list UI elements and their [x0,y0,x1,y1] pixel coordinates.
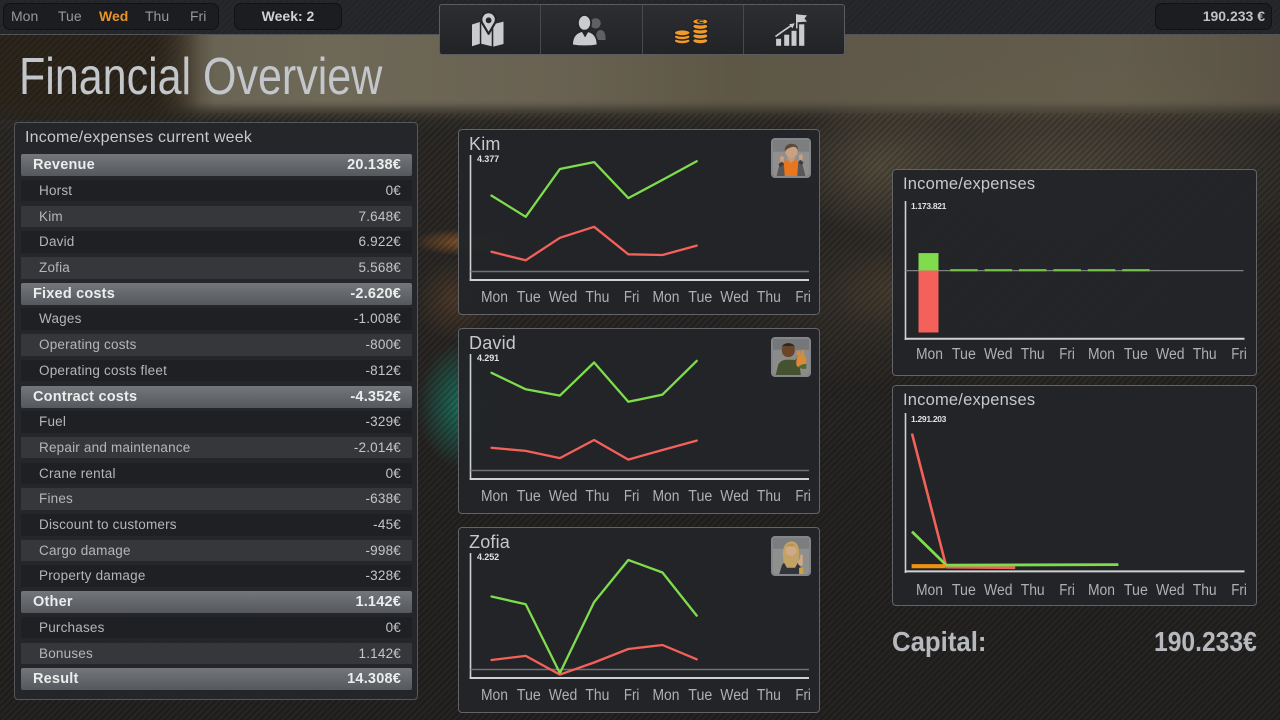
svg-text:Tue: Tue [1124,346,1148,363]
svg-text:Fri: Fri [1059,582,1075,599]
svg-text:Thu: Thu [1021,346,1045,363]
svg-text:Mon: Mon [916,346,943,363]
svg-text:Tue: Tue [1124,582,1148,599]
svg-text:Tue: Tue [952,582,976,599]
svg-text:Wed: Wed [984,582,1013,599]
svg-text:Mon: Mon [653,289,680,306]
svg-text:Mon: Mon [653,488,680,505]
svg-text:Fri: Fri [624,488,640,505]
svg-text:Tue: Tue [688,687,712,704]
svg-text:Tue: Tue [517,488,541,505]
svg-text:Mon: Mon [481,488,508,505]
svg-text:Wed: Wed [549,687,578,704]
svg-text:Mon: Mon [1088,346,1115,363]
svg-text:Fri: Fri [624,687,640,704]
svg-text:Tue: Tue [517,687,541,704]
svg-text:Fri: Fri [1231,346,1247,363]
svg-text:Fri: Fri [795,289,811,306]
svg-text:Wed: Wed [549,289,578,306]
svg-text:Tue: Tue [688,488,712,505]
svg-text:Wed: Wed [720,488,749,505]
svg-text:Thu: Thu [585,488,609,505]
svg-text:Tue: Tue [688,289,712,306]
svg-text:Thu: Thu [1193,346,1217,363]
svg-text:Mon: Mon [653,687,680,704]
svg-text:Fri: Fri [1231,582,1247,599]
svg-text:Thu: Thu [585,289,609,306]
svg-text:Mon: Mon [481,289,508,306]
svg-text:Thu: Thu [757,289,781,306]
svg-text:Wed: Wed [1156,346,1185,363]
svg-text:Tue: Tue [517,289,541,306]
svg-text:Mon: Mon [1088,582,1115,599]
svg-text:Thu: Thu [757,488,781,505]
svg-text:Fri: Fri [795,687,811,704]
svg-text:Thu: Thu [1193,582,1217,599]
svg-text:Wed: Wed [984,346,1013,363]
svg-text:Fri: Fri [624,289,640,306]
svg-text:Wed: Wed [1156,582,1185,599]
svg-text:Thu: Thu [1021,582,1045,599]
svg-text:Wed: Wed [720,687,749,704]
svg-text:Fri: Fri [795,488,811,505]
svg-text:Mon: Mon [481,687,508,704]
svg-text:Thu: Thu [585,687,609,704]
svg-text:Mon: Mon [916,582,943,599]
svg-text:Fri: Fri [1059,346,1075,363]
svg-text:Wed: Wed [720,289,749,306]
svg-text:Thu: Thu [757,687,781,704]
svg-text:Wed: Wed [549,488,578,505]
svg-text:Tue: Tue [952,346,976,363]
